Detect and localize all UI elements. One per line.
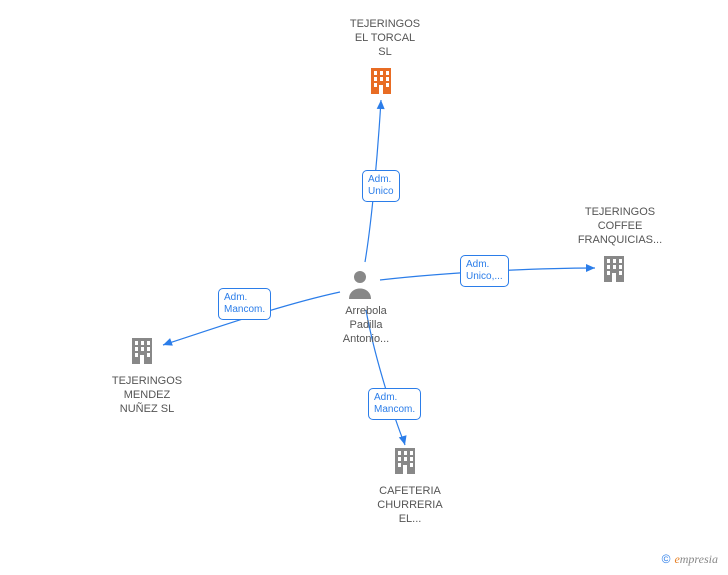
node-label: CAFETERIA CHURRERIA EL... (370, 485, 450, 526)
building-icon[interactable] (604, 256, 624, 282)
node-label: TEJERINGOS MENDEZ NUÑEZ SL (102, 375, 192, 416)
edge-label: Adm. Unico (362, 170, 400, 202)
edge-label: Adm. Mancom. (368, 388, 421, 420)
node-label: Arrebola Padilla Antonio... (336, 305, 396, 346)
building-icon[interactable] (371, 68, 391, 94)
node-label: TEJERINGOS EL TORCAL SL (340, 18, 430, 59)
diagram-canvas (0, 0, 728, 575)
person-icon[interactable] (349, 271, 371, 299)
building-icon[interactable] (132, 338, 152, 364)
watermark: ©empresia (662, 552, 718, 567)
building-icon[interactable] (395, 448, 415, 474)
node-label: TEJERINGOS COFFEE FRANQUICIAS... (570, 206, 670, 247)
edge-label: Adm. Unico,... (460, 255, 509, 287)
brand-rest: mpresia (680, 552, 718, 566)
copyright-symbol: © (662, 552, 671, 566)
edge-label: Adm. Mancom. (218, 288, 271, 320)
